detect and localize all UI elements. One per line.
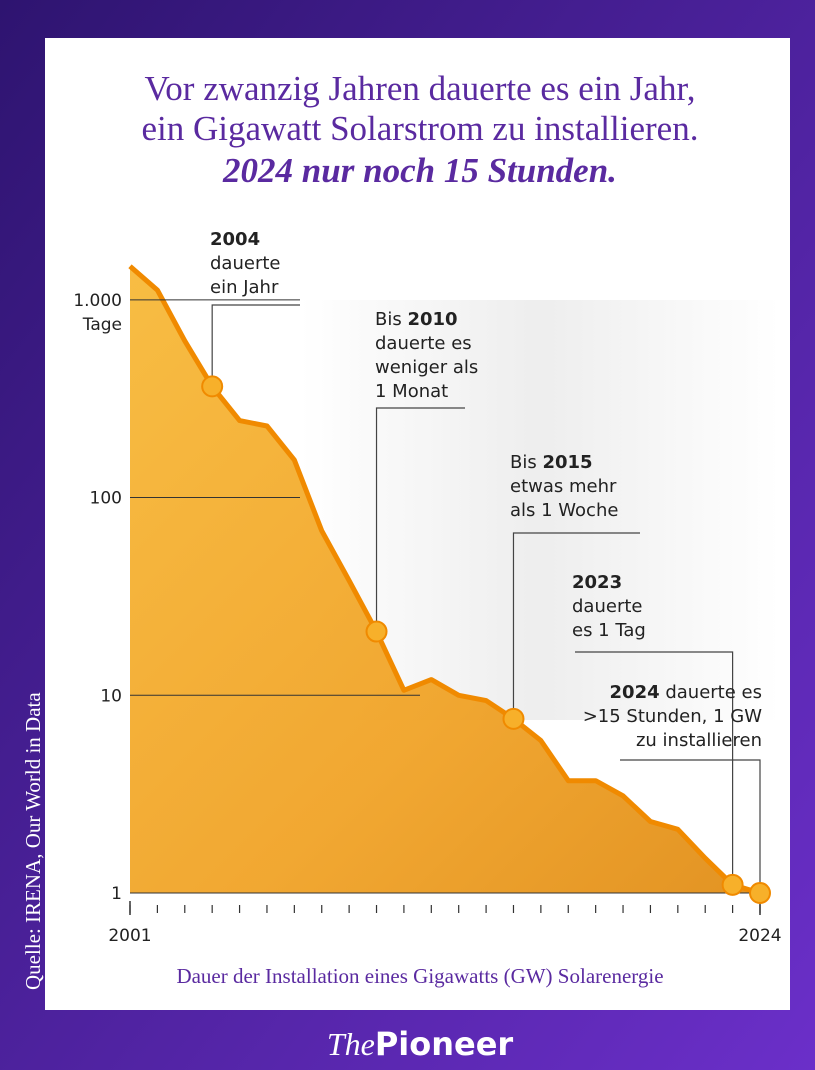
brand-the: The [327,1026,375,1062]
y-axis-label: Tage [82,315,122,335]
annotation: 2024 dauerte es [610,682,762,703]
annotation: weniger als [375,357,478,378]
annotation: Bis 2010 [375,309,458,330]
highlight-dot [502,707,525,730]
highlight-dot [749,882,771,904]
leader-line [620,759,761,893]
annotation: als 1 Woche [510,500,618,521]
x-tick-label: 2024 [738,926,781,946]
leader-line [375,407,465,632]
annotation-part: dauerte es [660,682,762,703]
annotation-part: zu installieren [636,730,762,751]
annotation-part: dauerte [210,253,280,274]
chart-title: Vor zwanzig Jahren dauerte es ein Jahr, [145,69,696,108]
annotation-part: weniger als [375,357,478,378]
y-tick-label: 1 [111,884,122,904]
highlight-dot [201,375,224,398]
annotation-part: etwas mehr [510,476,617,497]
annotation-part: 2004 [210,229,260,250]
highlight-dot [365,620,388,643]
annotation-part: Bis [510,452,542,473]
annotation: 1 Monat [375,381,448,402]
caption: Dauer der Installation eines Gigawatts (… [176,964,663,988]
annotation-part: dauerte es [375,333,472,354]
annotation-part: 2023 [572,572,622,593]
annotation-part: >15 Stunden, 1 GW [583,706,762,727]
annotation: dauerte [572,596,642,617]
annotation-part: 2010 [407,309,457,330]
annotation-part: 2015 [542,452,592,473]
highlight-dot [721,873,744,896]
brand-name: Pioneer [375,1025,514,1063]
annotation-part: dauerte [572,596,642,617]
y-tick-label: 1.000 [73,291,122,311]
annotation-part: als 1 Woche [510,500,618,521]
leader-line [211,304,300,387]
source: Quelle: IRENA, Our World in Data [21,692,45,990]
annotation: etwas mehr [510,476,617,497]
chart-subtitle: 2024 nur noch 15 Stunden. [222,151,617,190]
annotation: zu installieren [636,730,762,751]
y-tick-label: 10 [100,686,122,706]
y-tick-label: 100 [90,489,122,509]
brand-logo: ThePioneer [327,1025,514,1063]
annotation-part: ein Jahr [210,277,279,298]
annotation-part: Bis [375,309,407,330]
annotation: Bis 2015 [510,452,593,473]
annotation: >15 Stunden, 1 GW [583,706,762,727]
annotation: es 1 Tag [572,620,646,641]
leader-line [575,651,734,885]
annotation: dauerte [210,253,280,274]
area-fill [130,266,760,893]
annotation-part: es 1 Tag [572,620,646,641]
annotation-part: 2024 [610,682,660,703]
leader-line [512,532,640,719]
annotation: dauerte es [375,333,472,354]
chart-title: ein Gigawatt Solarstrom zu installieren. [142,109,699,148]
area-line [128,264,761,896]
annotation: 2004 [210,229,260,250]
annotation-part: 1 Monat [375,381,448,402]
annotation: ein Jahr [210,277,279,298]
annotation: 2023 [572,572,622,593]
x-tick-label: 2001 [108,926,151,946]
